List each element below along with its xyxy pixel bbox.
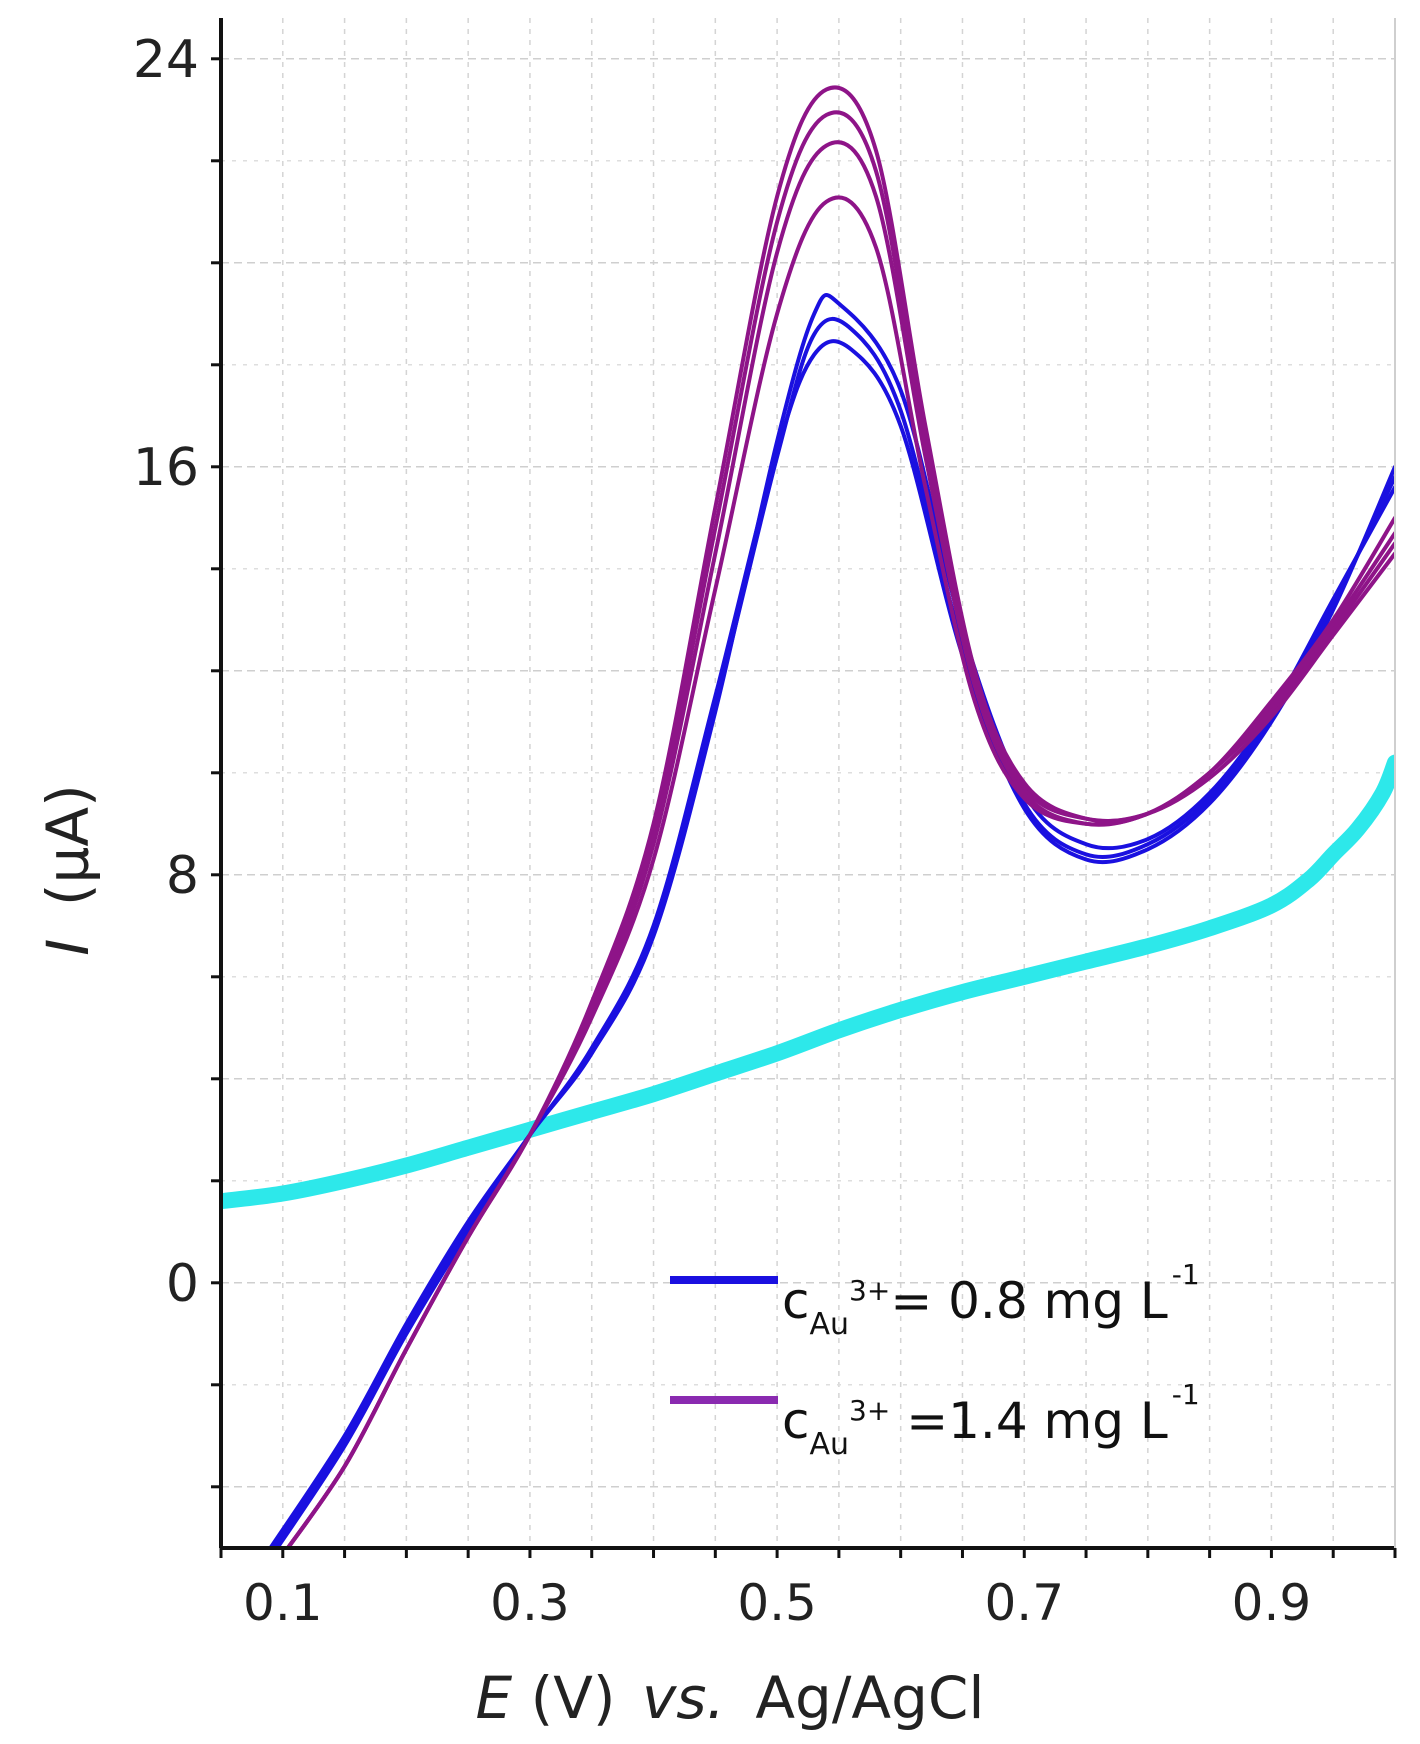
- legend-swatch-high: [670, 1396, 778, 1404]
- series-line-3: [271, 316, 1395, 1548]
- x-axis-label: E (V) vs. Ag/AgCl: [475, 1664, 984, 1732]
- x-axis-unit: (V): [531, 1664, 616, 1732]
- y-axis-unit: (µA): [34, 784, 102, 906]
- y-tick-label: 16: [133, 438, 199, 498]
- legend-label-high: cAu3+ =1.4 mg L -1: [782, 1378, 1200, 1462]
- x-axis-vs: vs.: [642, 1664, 725, 1732]
- x-tick-label: 0.1: [243, 1574, 323, 1632]
- grid-lines: [220, 18, 1396, 1548]
- y-axis-var: I: [34, 939, 102, 956]
- x-tick-label: 0.3: [490, 1574, 570, 1632]
- legend-label-low: cAu3+= 0.8 mg L -1: [782, 1258, 1200, 1342]
- x-tick-label: 0.5: [737, 1574, 817, 1632]
- y-tick-label: 8: [166, 846, 199, 906]
- curve-group: [221, 85, 1395, 1548]
- x-axis-ref: Ag/AgCl: [755, 1664, 984, 1732]
- axes: [211, 18, 1397, 1558]
- y-tick-label: 24: [133, 30, 199, 90]
- series-line-1: [221, 754, 1395, 1210]
- x-axis-var: E: [475, 1664, 512, 1732]
- x-tick-label: 0.7: [984, 1574, 1064, 1632]
- series-line-4: [274, 293, 1395, 1548]
- x-tick-label: 0.9: [1232, 1574, 1312, 1632]
- series-line-2: [268, 339, 1395, 1548]
- series-line-8: [285, 85, 1395, 1548]
- y-tick-label: 0: [166, 1254, 199, 1314]
- y-axis-label: I (µA): [34, 784, 102, 955]
- tick-labels: 0.1 0.3 0.5 0.7 0.9 0 8 16 24: [133, 30, 1311, 1632]
- legend-swatch-low: [670, 1276, 778, 1284]
